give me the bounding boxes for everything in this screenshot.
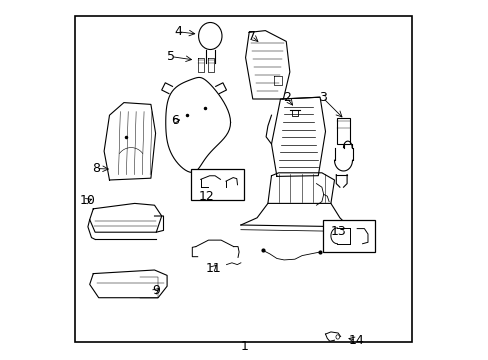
Bar (191, 169, 244, 200)
Text: 6: 6 (171, 114, 179, 127)
Bar (322, 220, 374, 252)
Text: 3: 3 (318, 91, 326, 104)
Text: 8: 8 (92, 162, 100, 175)
Text: 4: 4 (174, 25, 182, 38)
Text: 1: 1 (240, 340, 248, 353)
Text: 11: 11 (205, 262, 221, 275)
Text: 12: 12 (199, 190, 214, 203)
Text: 10: 10 (79, 194, 95, 207)
Text: 2: 2 (283, 91, 290, 104)
Text: 14: 14 (347, 334, 363, 347)
Text: 9: 9 (152, 284, 160, 297)
Ellipse shape (335, 335, 339, 339)
Text: 5: 5 (166, 50, 174, 63)
Text: 13: 13 (329, 225, 346, 238)
Ellipse shape (198, 22, 222, 49)
Text: 7: 7 (247, 30, 255, 42)
Bar (336, 118, 349, 144)
